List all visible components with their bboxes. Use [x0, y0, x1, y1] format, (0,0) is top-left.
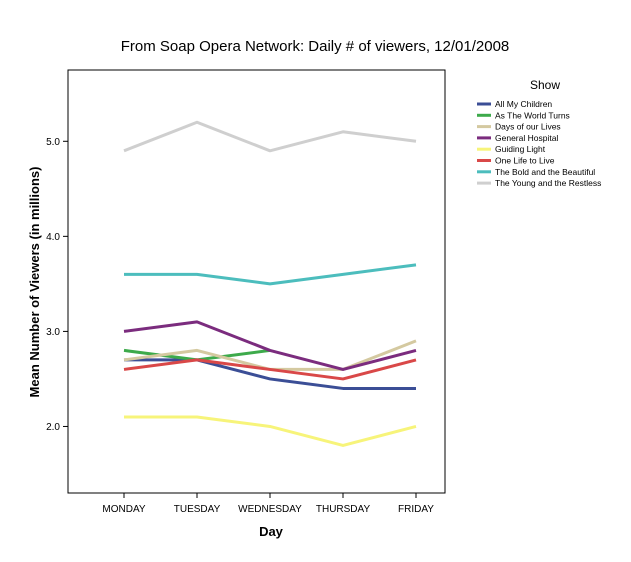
series-line-7 — [123, 120, 417, 153]
legend-entry: The Bold and the Beautiful — [495, 167, 595, 177]
x-axis-label: Day — [259, 524, 284, 539]
x-tick-label: THURSDAY — [316, 504, 371, 515]
legend-entry: The Young and the Restless — [495, 178, 601, 188]
series-line-5 — [123, 358, 417, 381]
legend-entry: Guiding Light — [495, 144, 546, 154]
legend-entry: One Life to Live — [495, 156, 555, 166]
y-tick-label: 3.0 — [46, 327, 60, 338]
series-line-0 — [124, 358, 416, 390]
y-tick-label: 2.0 — [46, 422, 60, 433]
x-tick-label: WEDNESDAY — [238, 504, 302, 515]
series-line-3 — [123, 320, 417, 371]
x-tick-label: MONDAY — [102, 504, 145, 515]
y-tick-label: 4.0 — [46, 232, 60, 243]
series-line-6 — [124, 263, 417, 286]
legend-title: Show — [530, 78, 560, 92]
x-tick-label: TUESDAY — [174, 504, 221, 515]
legend-entry: All My Children — [495, 99, 552, 109]
legend-entry: Days of our Lives — [495, 122, 561, 132]
series-line-4 — [124, 415, 417, 447]
y-tick-label: 5.0 — [46, 137, 60, 148]
legend-entry: As The World Turns — [495, 110, 570, 120]
series-lines — [123, 120, 417, 447]
legend-entry: General Hospital — [495, 133, 558, 143]
x-tick-label: FRIDAY — [398, 504, 434, 515]
y-axis: 2.0 3.0 4.0 5.0 — [46, 137, 68, 433]
y-axis-label: Mean Number of Viewers (in millions) — [27, 167, 42, 398]
x-axis: MONDAY TUESDAY WEDNESDAY THURSDAY FRIDAY — [102, 493, 434, 515]
chart-title: From Soap Opera Network: Daily # of view… — [121, 38, 510, 55]
